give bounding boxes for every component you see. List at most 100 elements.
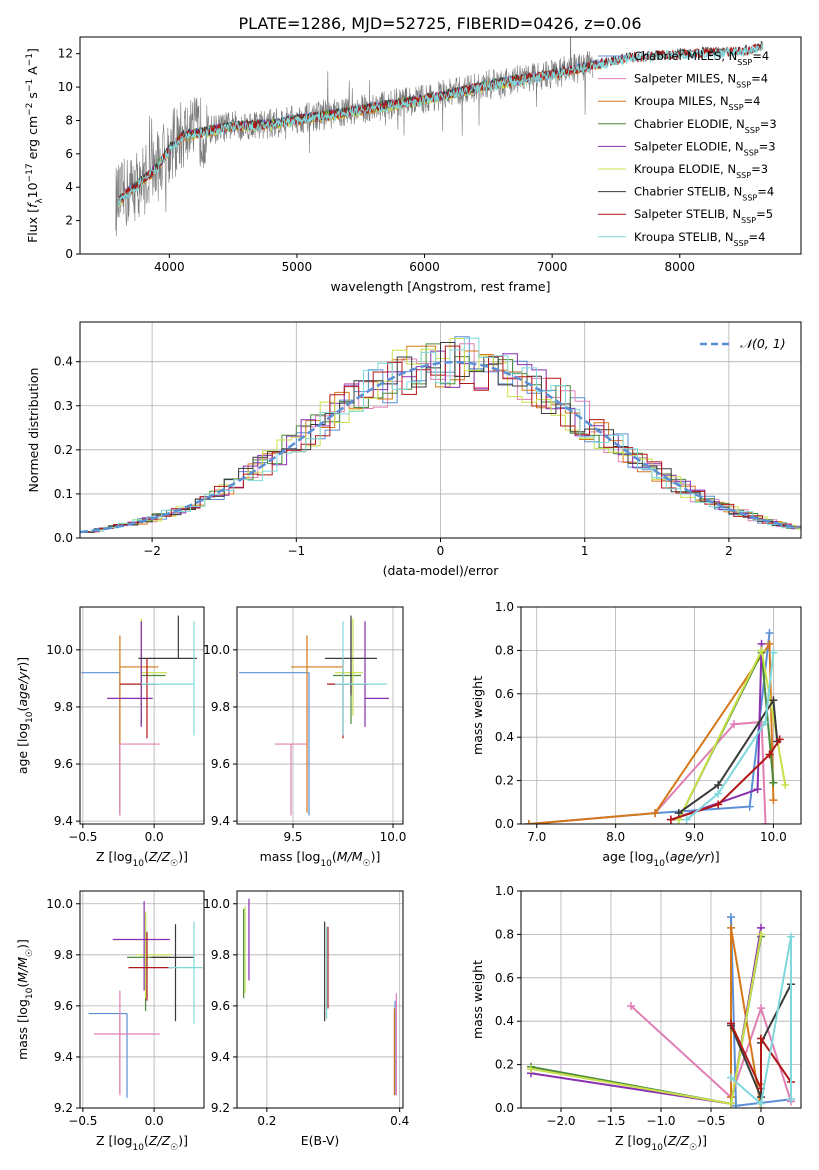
x-tick-label: 6000 <box>409 260 440 274</box>
axes-frame <box>236 606 404 825</box>
y-tick-label: 10.0 <box>203 897 230 911</box>
y-tick-label: 0.4 <box>54 355 73 369</box>
x-axis-label: Z [log10(Z/Z☉)] <box>615 1133 707 1153</box>
weight-marker <box>787 1095 795 1104</box>
y-tick-label: 12 <box>58 47 73 61</box>
y-tick-label: 8 <box>65 113 73 127</box>
y-axis-label: mass [log10(M/M☉)] <box>15 939 35 1060</box>
x-axis-label: mass [log10(M/M☉)] <box>260 849 381 869</box>
y-tick-label: 1.0 <box>495 600 514 614</box>
errorbar-point <box>327 658 369 739</box>
age_vs_Z-plot-area <box>80 607 204 824</box>
y-tick-label: 0.0 <box>54 531 73 545</box>
y-tick-label: 9.6 <box>54 999 73 1013</box>
weight-marker <box>727 1019 735 1028</box>
x-tick-label: −0.5 <box>68 1114 97 1128</box>
x-axis-label: E(B-V) <box>301 1133 340 1148</box>
weight-marker <box>682 815 691 824</box>
y-tick-label: 10.0 <box>46 897 73 911</box>
y-tick-label: 9.8 <box>211 700 230 714</box>
weight-marker <box>775 735 784 744</box>
weight-marker <box>769 778 778 787</box>
errorbar-point <box>141 621 195 736</box>
weight-marker <box>714 789 723 798</box>
y-tick-label: 0.0 <box>495 817 514 831</box>
y-tick-label: 0.1 <box>54 487 73 501</box>
hist-legend: 𝒩(0, 1) <box>700 336 786 351</box>
weight-line <box>678 697 779 814</box>
age_vs_mass-axes: 9.5 10.0 9.4 9.6 9.8 10.0 mass [log10(M/M☉)] <box>203 606 407 869</box>
y-tick-label: 4 <box>65 180 73 194</box>
weight-marker <box>674 809 683 818</box>
weight-marker <box>757 1034 765 1043</box>
x-axis-label: Z [log10(Z/Z☉)] <box>96 849 188 869</box>
x-tick-label: −2 <box>143 544 161 558</box>
x-tick-label: 0.2 <box>257 1114 276 1128</box>
weight-marker <box>524 820 533 824</box>
y-tick-label: 0 <box>65 247 73 261</box>
model-line-kroupa-stelib <box>117 42 764 208</box>
y-tick-label: 9.4 <box>211 814 230 828</box>
errorbar-point <box>291 635 343 813</box>
weight-marker <box>761 820 770 824</box>
weight-marker <box>757 1099 765 1108</box>
y-tick-label: 9.4 <box>54 814 73 828</box>
weight-line <box>528 640 775 824</box>
y-tick-label: 9.2 <box>211 1101 230 1115</box>
weight-marker <box>769 696 778 705</box>
mass_vs_Z-plot-area <box>80 891 204 1108</box>
y-tick-label: 0.2 <box>54 443 73 457</box>
x-tick-label: 8.0 <box>606 830 625 844</box>
spectrum-plot-area <box>115 37 764 237</box>
weight-marker <box>666 815 675 824</box>
weight_vs_age-axes: 7.0 8.0 9.0 10.0 0.0 0.2 0.4 0.6 0.8 1.0 age [log1… <box>470 600 802 869</box>
weight-line <box>685 652 775 821</box>
x-tick-label: 0 <box>757 1114 765 1128</box>
weight-marker <box>727 913 735 922</box>
weight_vs_Z-plot-area <box>521 891 801 1108</box>
axes-frame <box>79 36 802 255</box>
y-axis-label: mass weight <box>470 676 485 755</box>
y-tick-label: 9.2 <box>54 1101 73 1115</box>
x-tick-label: 10.0 <box>380 830 407 844</box>
y-tick-label: 10.0 <box>203 643 230 657</box>
errorbar-point <box>119 635 159 813</box>
weight-line <box>530 927 762 1105</box>
y-tick-label: 0.3 <box>54 399 73 413</box>
axes-frame <box>79 890 205 1109</box>
y-axis-label: Flux [fλ10−17 erg cm−2 s−1 A−1] <box>25 48 45 243</box>
axes-frame <box>236 890 404 1109</box>
x-tick-label: −2.0 <box>546 1114 575 1128</box>
x-tick-label: 4000 <box>154 260 185 274</box>
x-axis-label: Z [log10(Z/Z☉)] <box>96 1133 188 1153</box>
y-tick-label: 9.6 <box>211 757 230 771</box>
weight-marker <box>765 629 774 638</box>
legend-entry: Kroupa STELIB, NSSP=4 <box>634 230 765 248</box>
y-tick-label: 9.4 <box>54 1050 73 1064</box>
y-tick-label: 9.8 <box>211 948 230 962</box>
errorbar-point <box>81 672 121 816</box>
x-tick-label: −1 <box>287 544 305 558</box>
errorbar-point <box>138 615 197 659</box>
x-tick-label: −1.5 <box>596 1114 625 1128</box>
y-tick-label: 0.4 <box>495 730 514 744</box>
weight-marker <box>781 780 790 789</box>
x-tick-label: 7.0 <box>527 830 546 844</box>
weight_vs_age-plot-area <box>521 607 801 824</box>
weight-marker <box>787 932 795 941</box>
x-tick-label: 2 <box>725 544 733 558</box>
y-tick-label: 6 <box>65 147 73 161</box>
y-tick-label: 0.6 <box>495 971 514 985</box>
y-tick-label: 0.8 <box>495 927 514 941</box>
legend-entry: Salpeter ELODIE, NSSP=3 <box>634 139 776 157</box>
weight-marker <box>727 923 735 932</box>
y-tick-label: 9.8 <box>54 948 73 962</box>
weight-marker <box>757 1004 765 1013</box>
mass_vs_Z-axes: −0.5 0.0 9.2 9.4 9.6 9.8 10.0 Z [log10(Z/Z☉)] ma… <box>15 890 205 1153</box>
residual_hist-plot-area <box>80 322 801 538</box>
legend-entry: Kroupa ELODIE, NSSP=3 <box>634 162 768 180</box>
x-tick-label: −1.0 <box>646 1114 675 1128</box>
weight-line <box>630 1005 792 1102</box>
legend-entry: 𝒩(0, 1) <box>740 336 786 351</box>
y-tick-label: 0.2 <box>495 774 514 788</box>
